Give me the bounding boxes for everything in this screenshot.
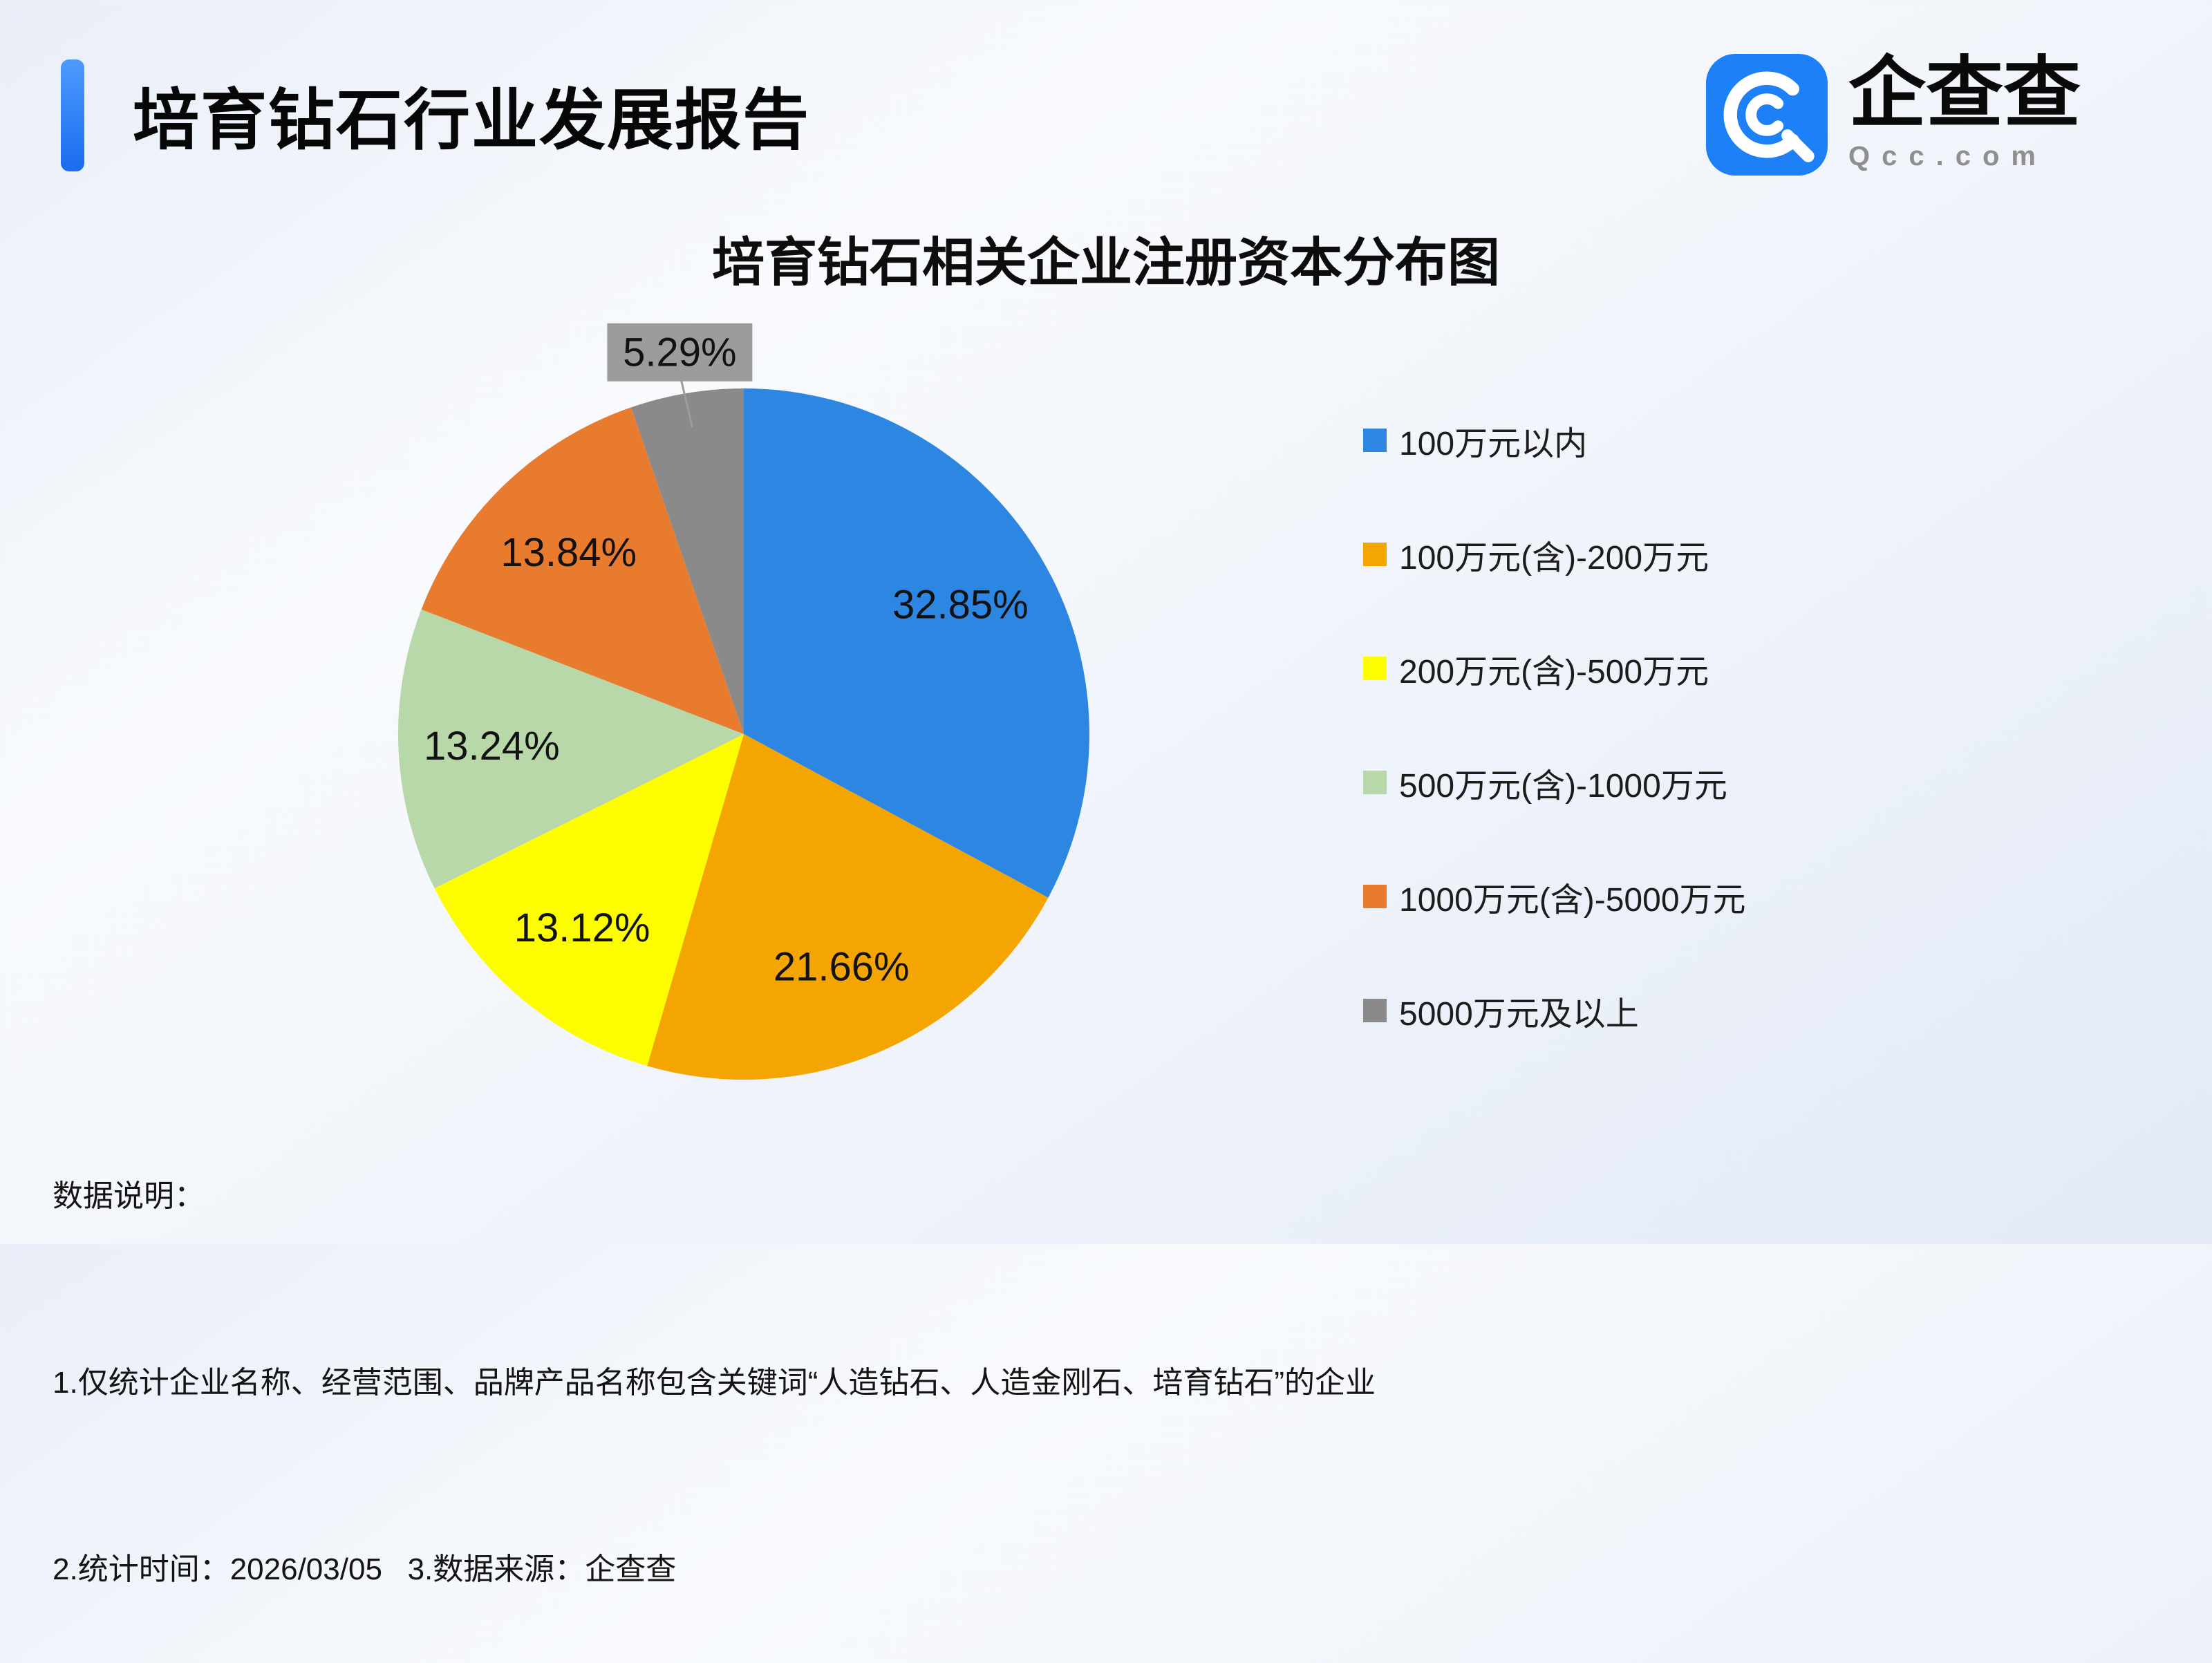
legend-label: 200万元(含)-500万元 [1399, 654, 1709, 690]
legend-item: 200万元(含)-500万元 [1363, 646, 1746, 691]
legend-swatch [1363, 885, 1387, 908]
pie-slice-3 [434, 734, 744, 1067]
legend-swatch [1363, 771, 1387, 794]
qcc-logo-svg [1706, 54, 1828, 176]
qcc-logo-slash [1781, 129, 1815, 162]
report-title: 培育钻石行业发展报告 [133, 84, 810, 158]
qcc-logo-inner-c [1745, 93, 1784, 136]
legend-item: 100万元(含)-200万元 [1363, 532, 1746, 577]
pie-slice-6 [630, 388, 744, 734]
slice-value: 13.24% [424, 724, 560, 769]
legend-swatch [1363, 999, 1387, 1022]
pie-slice-5 [421, 407, 744, 734]
data-notes: 数据说明： 1.仅统计企业名称、经营范围、品牌产品名称包含关键词“人造钻石、人造… [53, 1041, 1376, 1663]
data-notes-line2: 2.统计时间：2026/03/05 3.数据来源：企查查 [53, 1552, 677, 1586]
legend-label: 100万元以内 [1399, 426, 1588, 462]
title-accent-bar [61, 59, 84, 171]
qcc-logo-outer-c [1723, 71, 1799, 158]
pie-slice-1 [744, 388, 1089, 898]
legend-swatch [1363, 429, 1387, 452]
data-notes-heading: 数据说明： [53, 1179, 205, 1213]
legend-item: 5000万元及以上 [1363, 988, 1746, 1033]
pie-slice-2 [647, 734, 1049, 1080]
legend-item: 500万元(含)-1000万元 [1363, 760, 1746, 805]
callout-box [607, 323, 753, 382]
slice-value: 13.84% [500, 530, 637, 575]
pie-chart: 32.85% 21.66% 13.12% 13.24% 13.84% 5.29% [398, 323, 1089, 1080]
legend-item: 100万元以内 [1363, 417, 1746, 463]
legend-item: 1000万元(含)-5000万元 [1363, 874, 1746, 919]
legend-label: 500万元(含)-1000万元 [1399, 768, 1727, 805]
qcc-logo: 企查查 Qcc.com [1706, 50, 2081, 176]
callout-leader-line [679, 379, 694, 428]
legend-swatch [1363, 657, 1387, 680]
brand-name: 企查查 [1848, 50, 2081, 136]
qcc-logo-icon [1706, 54, 1828, 176]
report-page: { "header": { "title": "培育钻石行业发展报告", "ac… [0, 0, 2212, 1586]
pie-slice-4 [398, 609, 744, 889]
qcc-logo-text: 企查查 Qcc.com [1848, 50, 2081, 176]
slice-value: 13.12% [514, 905, 650, 950]
legend-label: 1000万元(含)-5000万元 [1399, 882, 1746, 919]
brand-domain: Qcc.com [1848, 141, 2047, 172]
slice-value: 21.66% [774, 945, 910, 990]
legend-label: 100万元(含)-200万元 [1399, 540, 1709, 576]
slice-value: 32.85% [892, 583, 1029, 628]
callout-value: 5.29% [623, 330, 736, 375]
legend-label: 5000万元及以上 [1399, 996, 1639, 1033]
legend: 100万元以内 100万元(含)-200万元 200万元(含)-500万元 500万元… [1363, 417, 1746, 1033]
data-notes-line1: 1.仅统计企业名称、经营范围、品牌产品名称包含关键词“人造钻石、人造金刚石、培育… [53, 1366, 1376, 1400]
legend-swatch [1363, 543, 1387, 566]
chart-title: 培育钻石相关企业注册资本分布图 [712, 234, 1500, 292]
